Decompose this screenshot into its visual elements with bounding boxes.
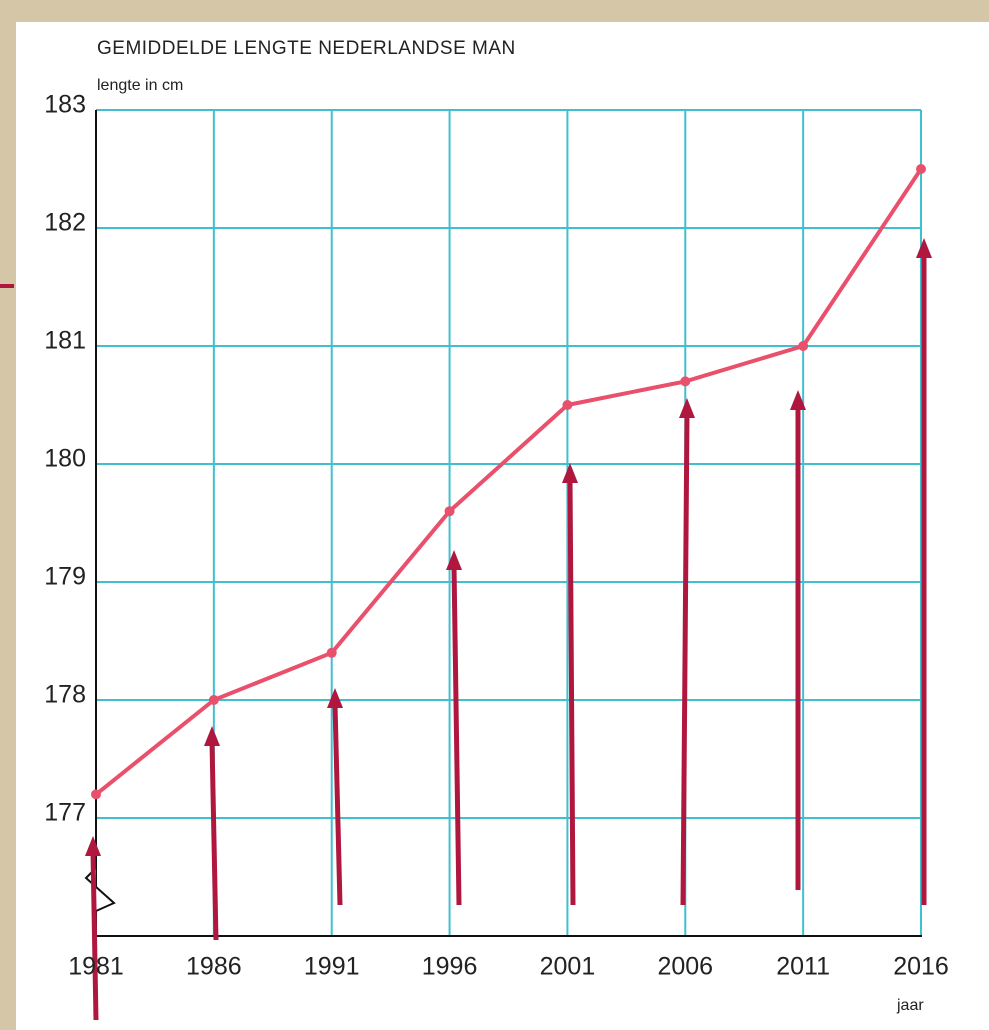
x-axis-label: jaar bbox=[896, 997, 924, 1014]
arrow bbox=[90, 851, 99, 1021]
arrow-head bbox=[562, 463, 578, 483]
data-point bbox=[916, 164, 926, 174]
arrow-head bbox=[916, 238, 932, 258]
data-point bbox=[562, 400, 573, 410]
arrow bbox=[451, 565, 462, 906]
arrow-head bbox=[204, 726, 220, 746]
chart-panel bbox=[16, 22, 989, 1030]
data-point bbox=[208, 695, 219, 705]
arrow-head bbox=[85, 836, 101, 856]
data-point bbox=[680, 376, 691, 387]
data-point bbox=[91, 789, 101, 800]
arrow-head bbox=[790, 390, 806, 410]
annotation-arrows bbox=[85, 238, 932, 1021]
y-tick-label: 180 bbox=[44, 445, 86, 473]
x-tick-label: 2001 bbox=[540, 953, 596, 981]
data-point bbox=[798, 341, 809, 351]
x-tick-label: 2016 bbox=[893, 953, 949, 981]
data-point bbox=[444, 506, 455, 517]
y-tick-label: 177 bbox=[44, 799, 86, 827]
data-line bbox=[94, 167, 923, 796]
chart-title: GEMIDDELDE LENGTE NEDERLANDSE MAN bbox=[97, 38, 516, 59]
y-tick-label: 178 bbox=[44, 681, 86, 709]
arrow bbox=[567, 478, 576, 906]
arrow-head bbox=[446, 550, 462, 570]
arrow bbox=[332, 703, 343, 906]
plot bbox=[91, 164, 926, 800]
data-point bbox=[326, 647, 337, 658]
arrow bbox=[680, 413, 690, 906]
y-axis-label: lengte in cm bbox=[97, 77, 183, 94]
arrow bbox=[209, 741, 219, 941]
x-tick-label: 1981 bbox=[68, 953, 124, 981]
arrow-head bbox=[327, 688, 343, 708]
x-tick-label: 2006 bbox=[657, 953, 713, 981]
x-tick-label: 1986 bbox=[186, 953, 242, 981]
y-tick-label: 182 bbox=[44, 209, 86, 237]
x-tick-label: 2011 bbox=[776, 953, 830, 981]
x-tick-label: 1991 bbox=[304, 953, 360, 981]
x-tick-label: 1996 bbox=[422, 953, 478, 981]
y-tick-label: 183 bbox=[44, 91, 86, 119]
y-tick-label: 179 bbox=[44, 563, 86, 591]
y-tick-label: 181 bbox=[44, 327, 86, 355]
arrow-head bbox=[679, 398, 695, 418]
